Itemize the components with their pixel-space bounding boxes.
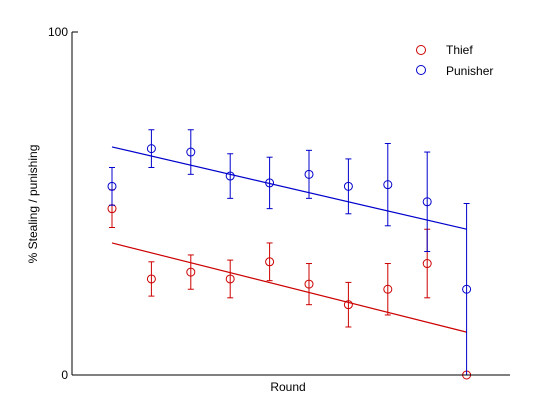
thief-point [225,274,235,284]
marks-layer [107,129,472,380]
thief-point [186,267,196,277]
y-tick-label-top: 100 [48,25,68,39]
legend-label-punisher: Punisher [446,64,493,78]
punisher-point [265,178,275,188]
thief-point [146,274,156,284]
punisher-point [462,284,472,294]
punisher-point [343,181,353,191]
thief-point [383,284,393,294]
thief-point [304,279,314,289]
legend-label-thief: Thief [446,43,473,57]
punisher-point [225,171,235,181]
punisher-point [422,197,432,207]
punisher-trend-line [111,146,467,230]
legend-marker-punisher [416,65,426,75]
punisher-point [383,180,393,190]
thief-point [422,259,432,269]
y-axis-title: % Stealing / punishing [26,145,40,264]
punisher-point [107,181,117,191]
thief-point [343,300,353,310]
legend-marker-thief [416,45,426,55]
thief-point [265,257,275,267]
punisher-point [186,147,196,157]
y-tick-label-bottom: 0 [61,368,68,382]
legend: Thief Punisher [416,43,493,78]
thief-trend-line [111,242,467,333]
punisher-point [304,169,314,179]
x-axis-title: Round [270,380,305,394]
punisher-point [146,144,156,154]
